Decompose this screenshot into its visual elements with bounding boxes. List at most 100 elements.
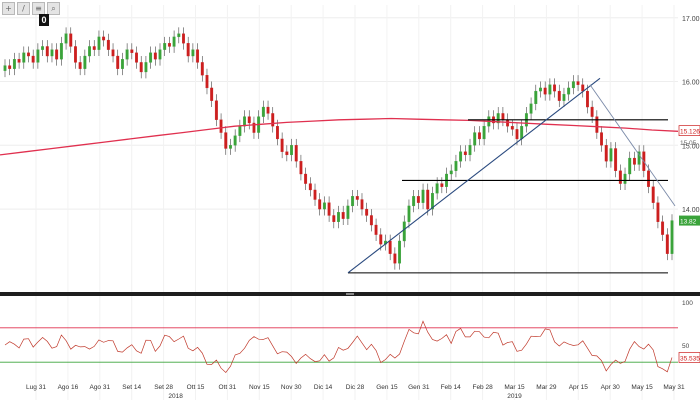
candle-body [571,81,575,89]
candle-body [182,33,185,44]
candle-body [261,106,265,117]
candle-body [426,189,430,210]
x-tick-label: Lug 31 [26,384,46,391]
candle-body [369,215,373,226]
candle-body [623,173,627,184]
last-price-label-bg [679,215,700,226]
candle-body [665,234,669,254]
y-tick-label: 14.00 [682,207,700,214]
x-tick-label: Mar 29 [536,384,557,391]
candle-body [83,55,87,69]
y-tick-label: 15.00 [682,143,700,150]
candle-body [74,46,77,63]
candle-body [271,113,275,127]
candle-body [539,87,542,92]
candle-body [27,52,30,57]
candle-body [55,49,59,60]
candle-body [224,132,228,149]
candle-body [200,62,204,76]
candle-body [139,62,143,73]
candle-body [219,119,223,133]
magnifier-icon[interactable]: ⌕ [47,2,60,15]
candle-body [120,59,124,69]
x-tick-label: Apr 30 [601,384,621,391]
ma-value-label: 15.1263 [680,129,700,136]
candle-body [543,87,547,95]
candle-body [600,132,603,146]
candle-body [548,84,552,95]
candle-body [412,196,416,207]
candle-body [12,59,16,69]
candle-body [92,46,96,50]
candle-body [632,157,636,165]
moving-average-line [0,117,679,156]
pencil-icon[interactable]: / [17,2,30,15]
candle-body [144,62,148,73]
candle-body [534,90,538,105]
candle-body [78,62,82,69]
oscillator-line [4,320,673,374]
candle-body [670,220,674,254]
candle-body [614,148,618,171]
candle-body [64,33,68,44]
candle-body [285,151,289,156]
x-tick-label: Feb 14 [441,384,462,391]
candle-body [22,52,26,63]
candle-body [482,126,486,140]
year-label: 2018 [168,393,183,400]
candle-body [17,59,21,63]
candle-body [595,116,599,133]
lines-icon[interactable]: ≡ [32,2,45,15]
candle-body [365,208,369,216]
candle-body [520,126,524,140]
panel-splitter-handle [346,293,354,295]
candle-body [280,138,284,152]
candle-body [322,202,326,210]
candle-body [88,46,91,57]
candle-body [233,135,237,146]
candle-body [501,113,505,120]
candle-body [125,49,129,60]
candle-body [135,52,138,63]
candle-body [468,145,472,156]
candle-body [590,106,594,117]
candle-body [637,151,641,165]
candle-body [581,84,585,92]
candle-body [205,75,209,89]
candle-body [167,43,171,47]
candle-body [360,199,364,210]
candle-body [275,126,279,140]
candle-body [149,52,153,63]
candle-body [294,145,298,162]
candle-body [130,49,134,53]
candle-body [609,148,613,162]
candle-body [153,52,157,60]
downtrend-line [589,84,676,207]
candle-body [586,90,589,108]
osc-value-label: 35.5358 [680,355,700,362]
candle-body [421,189,425,203]
candle-body [308,183,312,191]
candle-body [651,186,655,203]
x-tick-label: Ott 15 [187,384,205,391]
crosshair-icon[interactable]: + [2,2,15,15]
candle-body [379,234,383,245]
candle-body [515,129,519,140]
y-tick-label: 16.00 [682,80,700,87]
candle-body [69,33,73,47]
candle-body [158,49,162,60]
x-tick-label: Ott 31 [219,384,237,391]
candle-body [210,87,214,101]
candle-body [562,94,566,101]
x-tick-label: Gen 15 [376,384,398,391]
uptrend-line [347,77,601,274]
candle-body [473,132,477,146]
candle-body [431,192,434,210]
candle-body [459,151,463,162]
y-tick-label: 17.00 [682,16,700,23]
x-tick-label: Set 28 [154,384,173,391]
candle-body [111,49,115,57]
